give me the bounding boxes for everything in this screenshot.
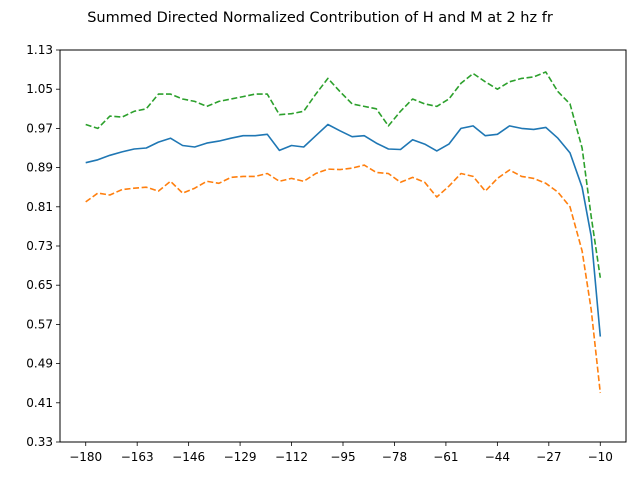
y-tick-label: 1.05: [26, 82, 53, 96]
x-tick-label: −112: [275, 450, 308, 464]
x-tick-label: −129: [224, 450, 257, 464]
y-tick-label: 0.97: [26, 121, 53, 135]
series-layer: [85, 71, 602, 394]
y-tick-label: 0.89: [26, 161, 53, 175]
chart-title: Summed Directed Normalized Contribution …: [87, 10, 553, 26]
y-tick-label: 0.73: [26, 239, 53, 253]
plot-area: [60, 50, 626, 442]
y-tick-label: 0.49: [26, 357, 53, 371]
x-tick-label: −61: [433, 450, 458, 464]
y-tick-label: 0.81: [26, 200, 53, 214]
axis-layer: −180 −163 −146 −129 −112 −95 −78 −61 −44 −27 −10 0.…: [26, 43, 613, 464]
y-tick-label: 0.33: [26, 435, 53, 449]
plot-frame: [59, 49, 627, 443]
y-tick-label: 0.57: [26, 317, 53, 331]
series-line-2: [85, 164, 602, 394]
x-tick-label: −95: [330, 450, 355, 464]
series-line-3: [85, 71, 602, 278]
x-tick-label: −146: [172, 450, 205, 464]
y-tick-label: 0.65: [26, 278, 53, 292]
x-tick-label: −10: [588, 450, 613, 464]
x-tick-label: −163: [121, 450, 154, 464]
x-tick-label: −27: [536, 450, 561, 464]
series-line-1: [85, 123, 602, 337]
x-tick-label: −78: [382, 450, 407, 464]
x-tick-label: −180: [69, 450, 102, 464]
y-tick-label: 0.41: [26, 396, 53, 410]
y-tick-label: 1.13: [26, 43, 53, 57]
x-tick-label: −44: [485, 450, 510, 464]
